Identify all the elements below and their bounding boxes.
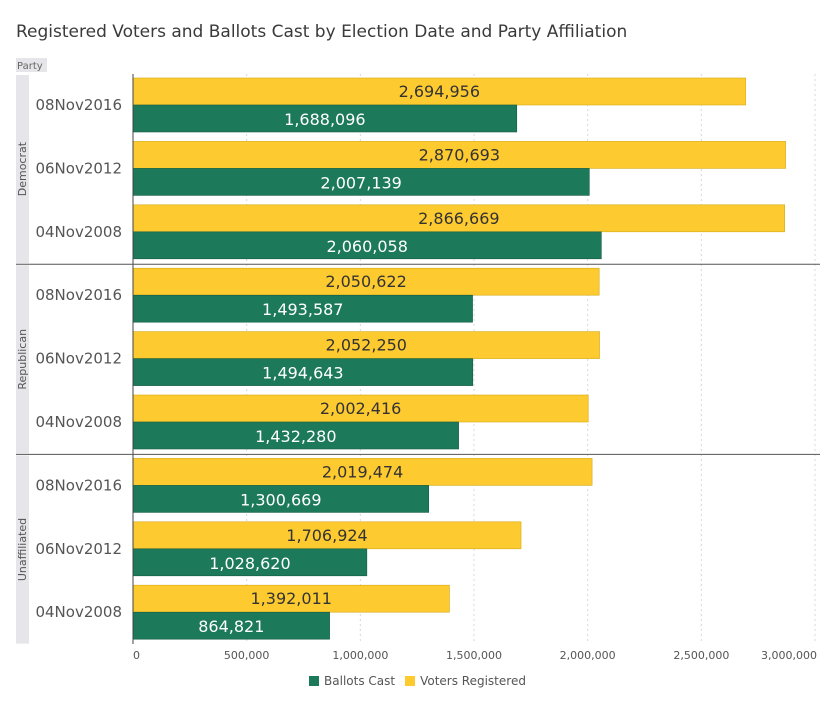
data-label-voters-registered: 2,694,956 — [399, 82, 480, 101]
data-label-voters-registered: 2,002,416 — [320, 399, 401, 418]
bar-ballots-cast — [132, 548, 368, 577]
legend-label-ballots-cast: Ballots Cast — [324, 674, 396, 688]
bar-ballots-cast — [132, 421, 459, 450]
bar-voters-registered — [132, 267, 600, 296]
bar-voters-registered — [132, 584, 450, 613]
legend-swatch-voters-registered — [405, 676, 416, 686]
date-label: 08Nov2016 — [35, 476, 122, 494]
x-tick-label: 0 — [133, 649, 140, 662]
bar-voters-registered — [132, 204, 785, 233]
data-label-voters-registered: 1,706,924 — [286, 526, 367, 545]
bar-voters-registered — [132, 331, 600, 359]
data-label-ballots-cast: 1,493,587 — [262, 300, 343, 319]
party-header-bg — [16, 58, 47, 72]
party-header: Party — [17, 61, 43, 72]
data-label-voters-registered: 1,392,011 — [251, 589, 332, 608]
data-label-ballots-cast: 1,494,643 — [262, 364, 343, 383]
data-label-ballots-cast: 1,432,280 — [255, 427, 336, 446]
x-tick-label: 1,000,000 — [332, 649, 388, 662]
legend-item-ballots-cast[interactable]: Ballots Cast — [309, 674, 395, 688]
party-label: Unaffiliated — [16, 518, 29, 581]
bar-ballots-cast — [132, 294, 473, 323]
party-band — [16, 455, 29, 644]
date-label: 06Nov2012 — [35, 350, 122, 368]
bar-ballots-cast — [132, 611, 330, 640]
data-label-voters-registered: 2,050,622 — [325, 272, 406, 291]
bar-voters-registered — [132, 394, 589, 423]
date-label: 06Nov2012 — [35, 540, 122, 558]
data-label-ballots-cast: 1,688,096 — [284, 110, 365, 129]
legend-item-voters-registered[interactable]: Voters Registered — [405, 674, 526, 688]
date-label: 08Nov2016 — [35, 286, 122, 304]
party-label: Democrat — [16, 141, 29, 196]
bar-ballots-cast — [132, 358, 474, 386]
data-label-ballots-cast: 2,007,139 — [320, 173, 401, 192]
data-label-voters-registered: 2,866,669 — [418, 209, 499, 228]
bar-voters-registered — [132, 141, 786, 169]
bar-ballots-cast — [132, 231, 602, 260]
x-tick-label: 2,000,000 — [560, 649, 616, 662]
date-label: 04Nov2008 — [35, 603, 122, 621]
date-label: 06Nov2012 — [35, 159, 122, 177]
data-label-voters-registered: 2,052,250 — [326, 336, 407, 355]
date-label: 08Nov2016 — [35, 96, 122, 114]
chart-title: Registered Voters and Ballots Cast by El… — [16, 22, 628, 42]
party-band — [16, 265, 29, 454]
x-tick-label: 3,000,000 — [761, 649, 817, 662]
data-label-ballots-cast: 1,300,669 — [240, 490, 321, 509]
bar-voters-registered — [132, 458, 593, 486]
data-label-voters-registered: 2,019,474 — [322, 462, 403, 481]
legend: Ballots Cast Voters Registered — [0, 674, 835, 688]
date-label: 04Nov2008 — [35, 413, 122, 431]
x-tick-label: 500,000 — [224, 649, 270, 662]
x-tick-label: 2,500,000 — [673, 649, 729, 662]
x-tick-label: 1,500,000 — [446, 649, 502, 662]
bar-ballots-cast — [132, 485, 429, 513]
party-label: Republican — [16, 329, 29, 390]
party-band — [16, 75, 29, 264]
legend-swatch-ballots-cast — [309, 676, 320, 686]
data-label-ballots-cast: 1,028,620 — [209, 554, 290, 573]
data-label-ballots-cast: 2,060,058 — [326, 237, 407, 256]
data-label-voters-registered: 2,870,693 — [419, 145, 500, 164]
legend-label-voters-registered: Voters Registered — [420, 674, 526, 688]
date-label: 04Nov2008 — [35, 223, 122, 241]
data-label-ballots-cast: 864,821 — [198, 617, 264, 636]
bar-voters-registered — [132, 521, 522, 550]
